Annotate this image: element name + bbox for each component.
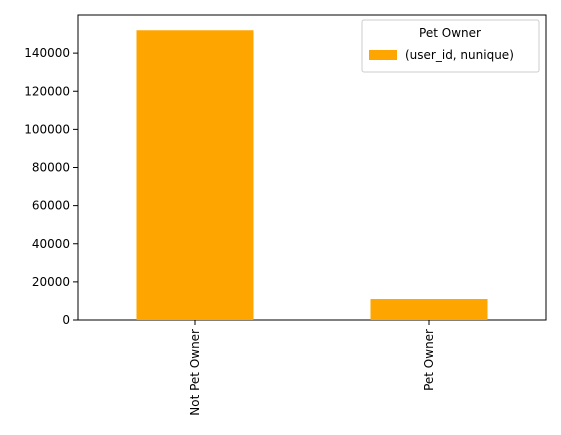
x-tick-label: Not Pet Owner	[188, 329, 202, 416]
y-tick-label: 40000	[32, 237, 70, 251]
y-tick-label: 60000	[32, 199, 70, 213]
y-tick-label: 140000	[24, 46, 70, 60]
bar	[370, 299, 488, 320]
legend: Pet Owner (user_id, nunique)	[361, 19, 540, 73]
y-axis: 0 20000 40000 60000 80000 100000 120000 140000	[24, 46, 78, 327]
legend-label: (user_id, nunique)	[405, 48, 514, 62]
y-tick-label: 120000	[24, 84, 70, 98]
bar	[136, 30, 254, 320]
legend-box	[361, 19, 540, 73]
x-axis: Not Pet Owner Pet Owner	[188, 320, 436, 416]
y-tick-label: 0	[62, 313, 70, 327]
bars-layer	[136, 30, 488, 320]
legend-title: Pet Owner	[419, 26, 481, 40]
x-tick-label: Pet Owner	[422, 329, 436, 391]
y-tick-label: 100000	[24, 122, 70, 136]
legend-swatch	[369, 50, 397, 60]
y-tick-label: 20000	[32, 275, 70, 289]
y-tick-label: 80000	[32, 161, 70, 175]
